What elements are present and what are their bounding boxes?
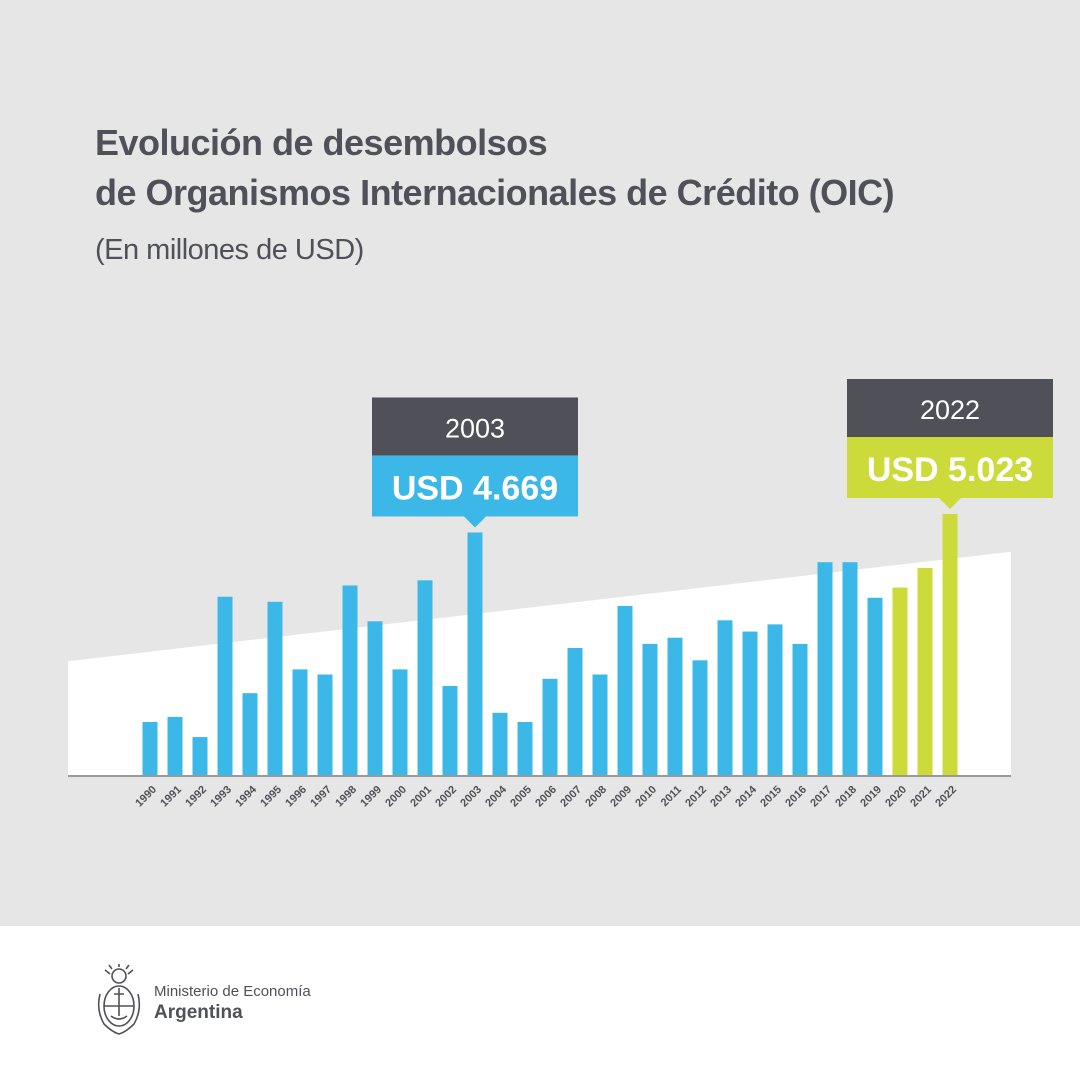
bar-2010: [642, 643, 658, 776]
bar-2013: [717, 620, 733, 776]
bar-2009: [617, 605, 633, 776]
x-tick-label: 1994: [233, 783, 259, 809]
bar-1994: [242, 693, 258, 776]
bar-2014: [742, 631, 758, 776]
bar-2019: [867, 597, 883, 776]
x-tick-label: 2002: [433, 784, 459, 810]
title-line-2: de Organismos Internacionales de Crédito…: [95, 172, 895, 213]
x-tick-label: 1995: [258, 784, 284, 810]
bar-2007: [567, 647, 583, 776]
x-tick-label: 1996: [283, 784, 309, 810]
bar-1990: [142, 722, 158, 776]
x-tick-label: 2009: [608, 784, 634, 810]
bar-2006: [542, 678, 558, 776]
page-title: Evolución de desembolsos de Organismos I…: [95, 118, 895, 218]
coat-of-arms-icon: [97, 964, 141, 1035]
callout-pointer-2003: [463, 515, 487, 528]
bar-2015: [767, 624, 783, 776]
x-tick-label: 1999: [358, 784, 384, 810]
bar-2008: [592, 674, 608, 776]
x-tick-label: 1992: [183, 784, 209, 810]
callout-year-label: 2022: [920, 395, 980, 425]
ministry-branding: Ministerio de Economía Argentina: [154, 983, 311, 1025]
bar-1998: [342, 585, 358, 776]
x-tick-label: 1998: [333, 784, 359, 810]
x-tick-label: 2011: [659, 784, 684, 809]
callout-header-2003: [372, 397, 578, 456]
callout-header-2022: [847, 379, 1053, 437]
callout-value-label: USD 5.023: [867, 451, 1033, 489]
x-tick-label: 2018: [833, 784, 859, 810]
x-tick-label: 2017: [808, 784, 834, 810]
ministry-name: Ministerio de Economía: [154, 983, 311, 1000]
x-tick-label: 2000: [383, 784, 409, 810]
x-tick-label: 2003: [458, 784, 484, 810]
x-tick-label: 2020: [883, 784, 909, 810]
callout-pointer-2022: [938, 497, 962, 509]
x-tick-label: 2016: [783, 784, 809, 810]
x-tick-label: 2006: [533, 784, 559, 810]
bar-2005: [517, 722, 533, 776]
bar-2017: [817, 562, 833, 776]
x-tick-label: 1991: [158, 784, 184, 810]
x-tick-label: 2021: [908, 784, 934, 810]
bar-1995: [267, 601, 283, 776]
title-line-1: Evolución de desembolsos: [95, 122, 548, 163]
x-tick-label: 1993: [208, 784, 234, 810]
x-tick-label: 2007: [558, 784, 584, 810]
bar-chart: 1990 1991 1992 1993 1994 1995 1996 1997 1998 1999…: [68, 379, 1053, 810]
x-tick-label: 2005: [508, 784, 534, 810]
x-tick-label: 2019: [858, 784, 884, 810]
bar-1991: [167, 716, 183, 776]
bar-1997: [317, 674, 333, 776]
subtitle: (En millones de USD): [95, 234, 364, 266]
callout-value-box-2022: [847, 437, 1053, 498]
x-tick-label: 2014: [733, 783, 759, 809]
bar-1992: [192, 737, 208, 776]
x-tick-label: 2012: [683, 784, 709, 810]
callout-value-box-2003: [372, 455, 578, 517]
bar-2012: [692, 660, 708, 776]
callout-value-label: USD 4.669: [392, 469, 558, 507]
x-tick-label: 2022: [933, 784, 959, 810]
bar-2022: [942, 514, 958, 776]
bar-2016: [792, 643, 808, 776]
x-tick-label: 1997: [308, 784, 334, 810]
bar-1999: [367, 621, 383, 776]
x-tick-label: 2008: [583, 784, 609, 810]
ministry-country: Argentina: [154, 1002, 243, 1023]
bar-2003: [467, 532, 483, 776]
bar-2000: [392, 669, 408, 776]
x-tick-label: 2004: [483, 783, 509, 809]
x-tick-label: 2001: [408, 784, 434, 810]
bar-2018: [842, 562, 858, 776]
bar-2020: [892, 587, 908, 776]
bar-2011: [667, 637, 683, 776]
callout-year-label: 2003: [445, 413, 505, 443]
bar-2002: [442, 685, 458, 776]
x-tick-label: 2010: [633, 784, 659, 810]
footer: [0, 926, 1080, 1080]
x-tick-label: 2015: [758, 784, 784, 810]
x-tick-label: 1990: [133, 784, 159, 810]
x-tick-label: 2013: [708, 784, 734, 810]
bar-1993: [217, 596, 233, 776]
bar-2001: [417, 580, 433, 776]
bar-1996: [292, 669, 308, 776]
bar-2021: [917, 567, 933, 776]
bar-2004: [492, 712, 508, 776]
